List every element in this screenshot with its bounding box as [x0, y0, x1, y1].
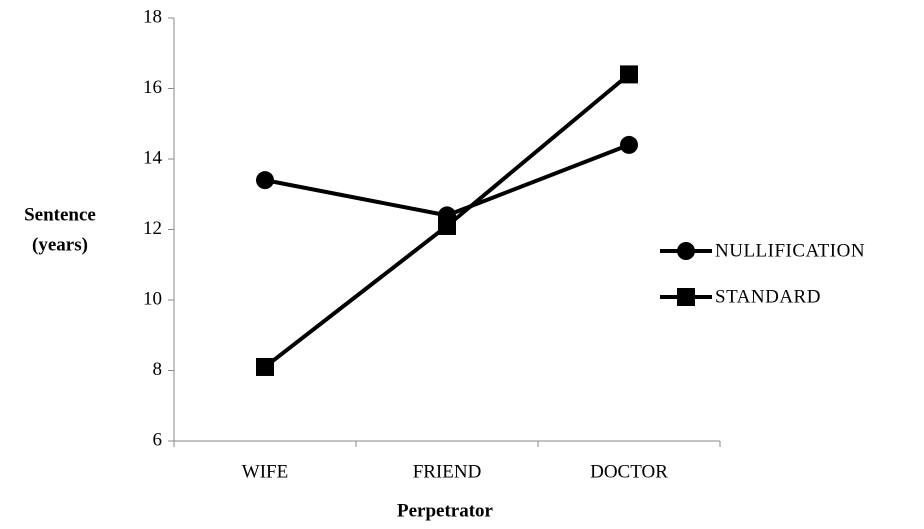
data-point — [620, 135, 638, 154]
data-point — [256, 171, 274, 190]
y-tick-label: 14 — [143, 147, 163, 168]
x-tick-label: DOCTOR — [590, 461, 668, 482]
y-tick-label: 18 — [143, 6, 162, 27]
x-tick-label: FRIEND — [413, 461, 482, 482]
y-tick-label: 6 — [153, 429, 163, 450]
data-point — [620, 65, 638, 84]
data-point — [438, 216, 456, 235]
y-tick-label: 16 — [143, 77, 162, 98]
line-series — [264, 143, 630, 218]
legend-marker — [677, 242, 695, 260]
legend-label: STANDARD — [715, 286, 821, 307]
legend-label: NULLIFICATION — [715, 240, 865, 261]
data-point — [256, 357, 274, 376]
y-axis-title: Sentence — [24, 204, 96, 225]
y-tick-label: 10 — [143, 288, 162, 309]
y-tick-label: 12 — [143, 218, 162, 239]
x-axis-title: Perpetrator — [397, 500, 494, 521]
x-tick-label: WIFE — [242, 461, 288, 482]
y-axis-title: (years) — [32, 234, 88, 255]
legend-marker — [677, 288, 695, 306]
y-tick-label: 8 — [153, 359, 163, 380]
